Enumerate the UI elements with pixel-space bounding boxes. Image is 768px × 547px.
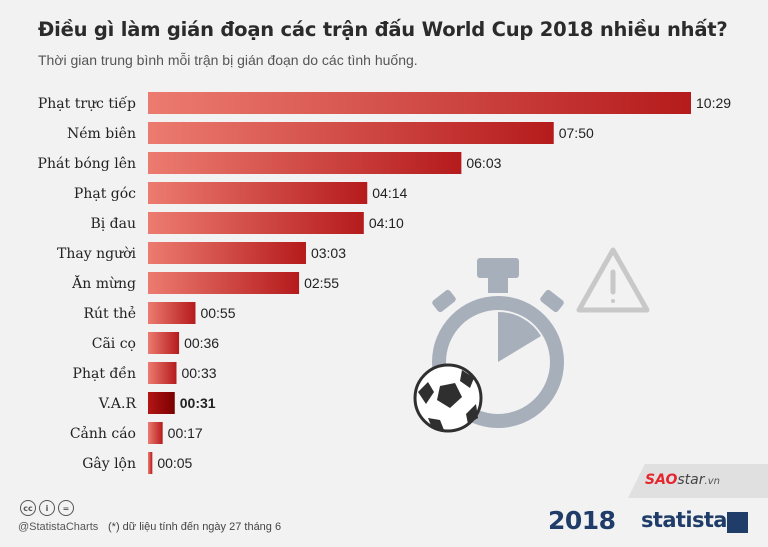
- value-label-7: 00:55: [200, 305, 235, 321]
- value-label-1: 07:50: [559, 125, 594, 141]
- bar-11: [148, 422, 163, 444]
- value-label-4: 04:10: [369, 215, 404, 231]
- bar-8: [148, 332, 180, 354]
- value-label-9: 00:33: [181, 365, 216, 381]
- value-label-8: 00:36: [184, 335, 219, 351]
- watermark-star: star: [677, 472, 705, 488]
- value-label-10: 00:31: [180, 395, 216, 411]
- worldcup-2018-logo: 2018: [548, 506, 616, 535]
- bars-layer: Phạt trực tiếp 10:29 Ném biên 07:50 Phát bón…: [38, 92, 731, 474]
- watermark-logo: SAOstar.vn: [645, 472, 720, 488]
- bar-1: [148, 122, 554, 144]
- watermark-vn: .vn: [704, 476, 720, 487]
- bar-0: [148, 92, 691, 114]
- bar-3: [148, 182, 368, 204]
- value-label-5: 03:03: [311, 245, 346, 261]
- value-label-12: 00:05: [157, 455, 192, 471]
- bar-2: [148, 152, 462, 174]
- category-label-0: Phạt trực tiếp: [38, 95, 136, 112]
- value-label-6: 02:55: [304, 275, 339, 291]
- watermark-background: [628, 464, 768, 498]
- creative-commons-icon: cc: [20, 500, 36, 516]
- bar-12: [148, 452, 153, 474]
- category-label-5: Thay người: [57, 246, 136, 262]
- watermark-sao: SAO: [645, 472, 678, 488]
- chart-title: Điều gì làm gián đoạn các trận đấu World…: [38, 18, 728, 41]
- no-derivatives-icon: =: [58, 500, 74, 516]
- statista-handle: @StatistaCharts: [18, 521, 99, 533]
- category-label-3: Phạt góc: [74, 186, 136, 202]
- bar-9: [148, 362, 177, 384]
- license-icons: cc i =: [20, 500, 74, 516]
- category-label-1: Ném biên: [67, 126, 136, 142]
- value-label-0: 10:29: [696, 95, 731, 111]
- category-label-6: Ăn mừng: [71, 274, 136, 292]
- bar-4: [148, 212, 364, 234]
- statista-logo-mark: [727, 512, 748, 533]
- football-icon: [413, 363, 483, 433]
- category-label-7: Rút thẻ: [83, 305, 136, 322]
- bar-5: [148, 242, 306, 264]
- value-label-3: 04:14: [372, 185, 407, 201]
- category-label-10: V.A.R: [98, 396, 137, 412]
- category-label-2: Phát bóng lên: [38, 156, 136, 172]
- attribution-icon: i: [39, 500, 55, 516]
- category-label-9: Phạt đền: [73, 365, 136, 382]
- category-label-12: Gây lộn: [82, 456, 136, 472]
- bar-6: [148, 272, 300, 294]
- bar-7: [148, 302, 196, 324]
- value-label-11: 00:17: [168, 425, 203, 441]
- footnote: (*) dữ liệu tính đến ngày 27 tháng 6: [108, 521, 282, 533]
- category-label-8: Cãi cọ: [92, 336, 136, 352]
- chart-subtitle: Thời gian trung bình mỗi trận bị gián đo…: [38, 52, 418, 68]
- category-label-11: Cảnh cáo: [70, 425, 136, 442]
- category-label-4: Bị đau: [90, 216, 136, 232]
- warning-icon: [576, 247, 650, 313]
- bar-10: [148, 392, 175, 414]
- value-label-2: 06:03: [466, 155, 501, 171]
- statista-logo: statista: [641, 508, 727, 532]
